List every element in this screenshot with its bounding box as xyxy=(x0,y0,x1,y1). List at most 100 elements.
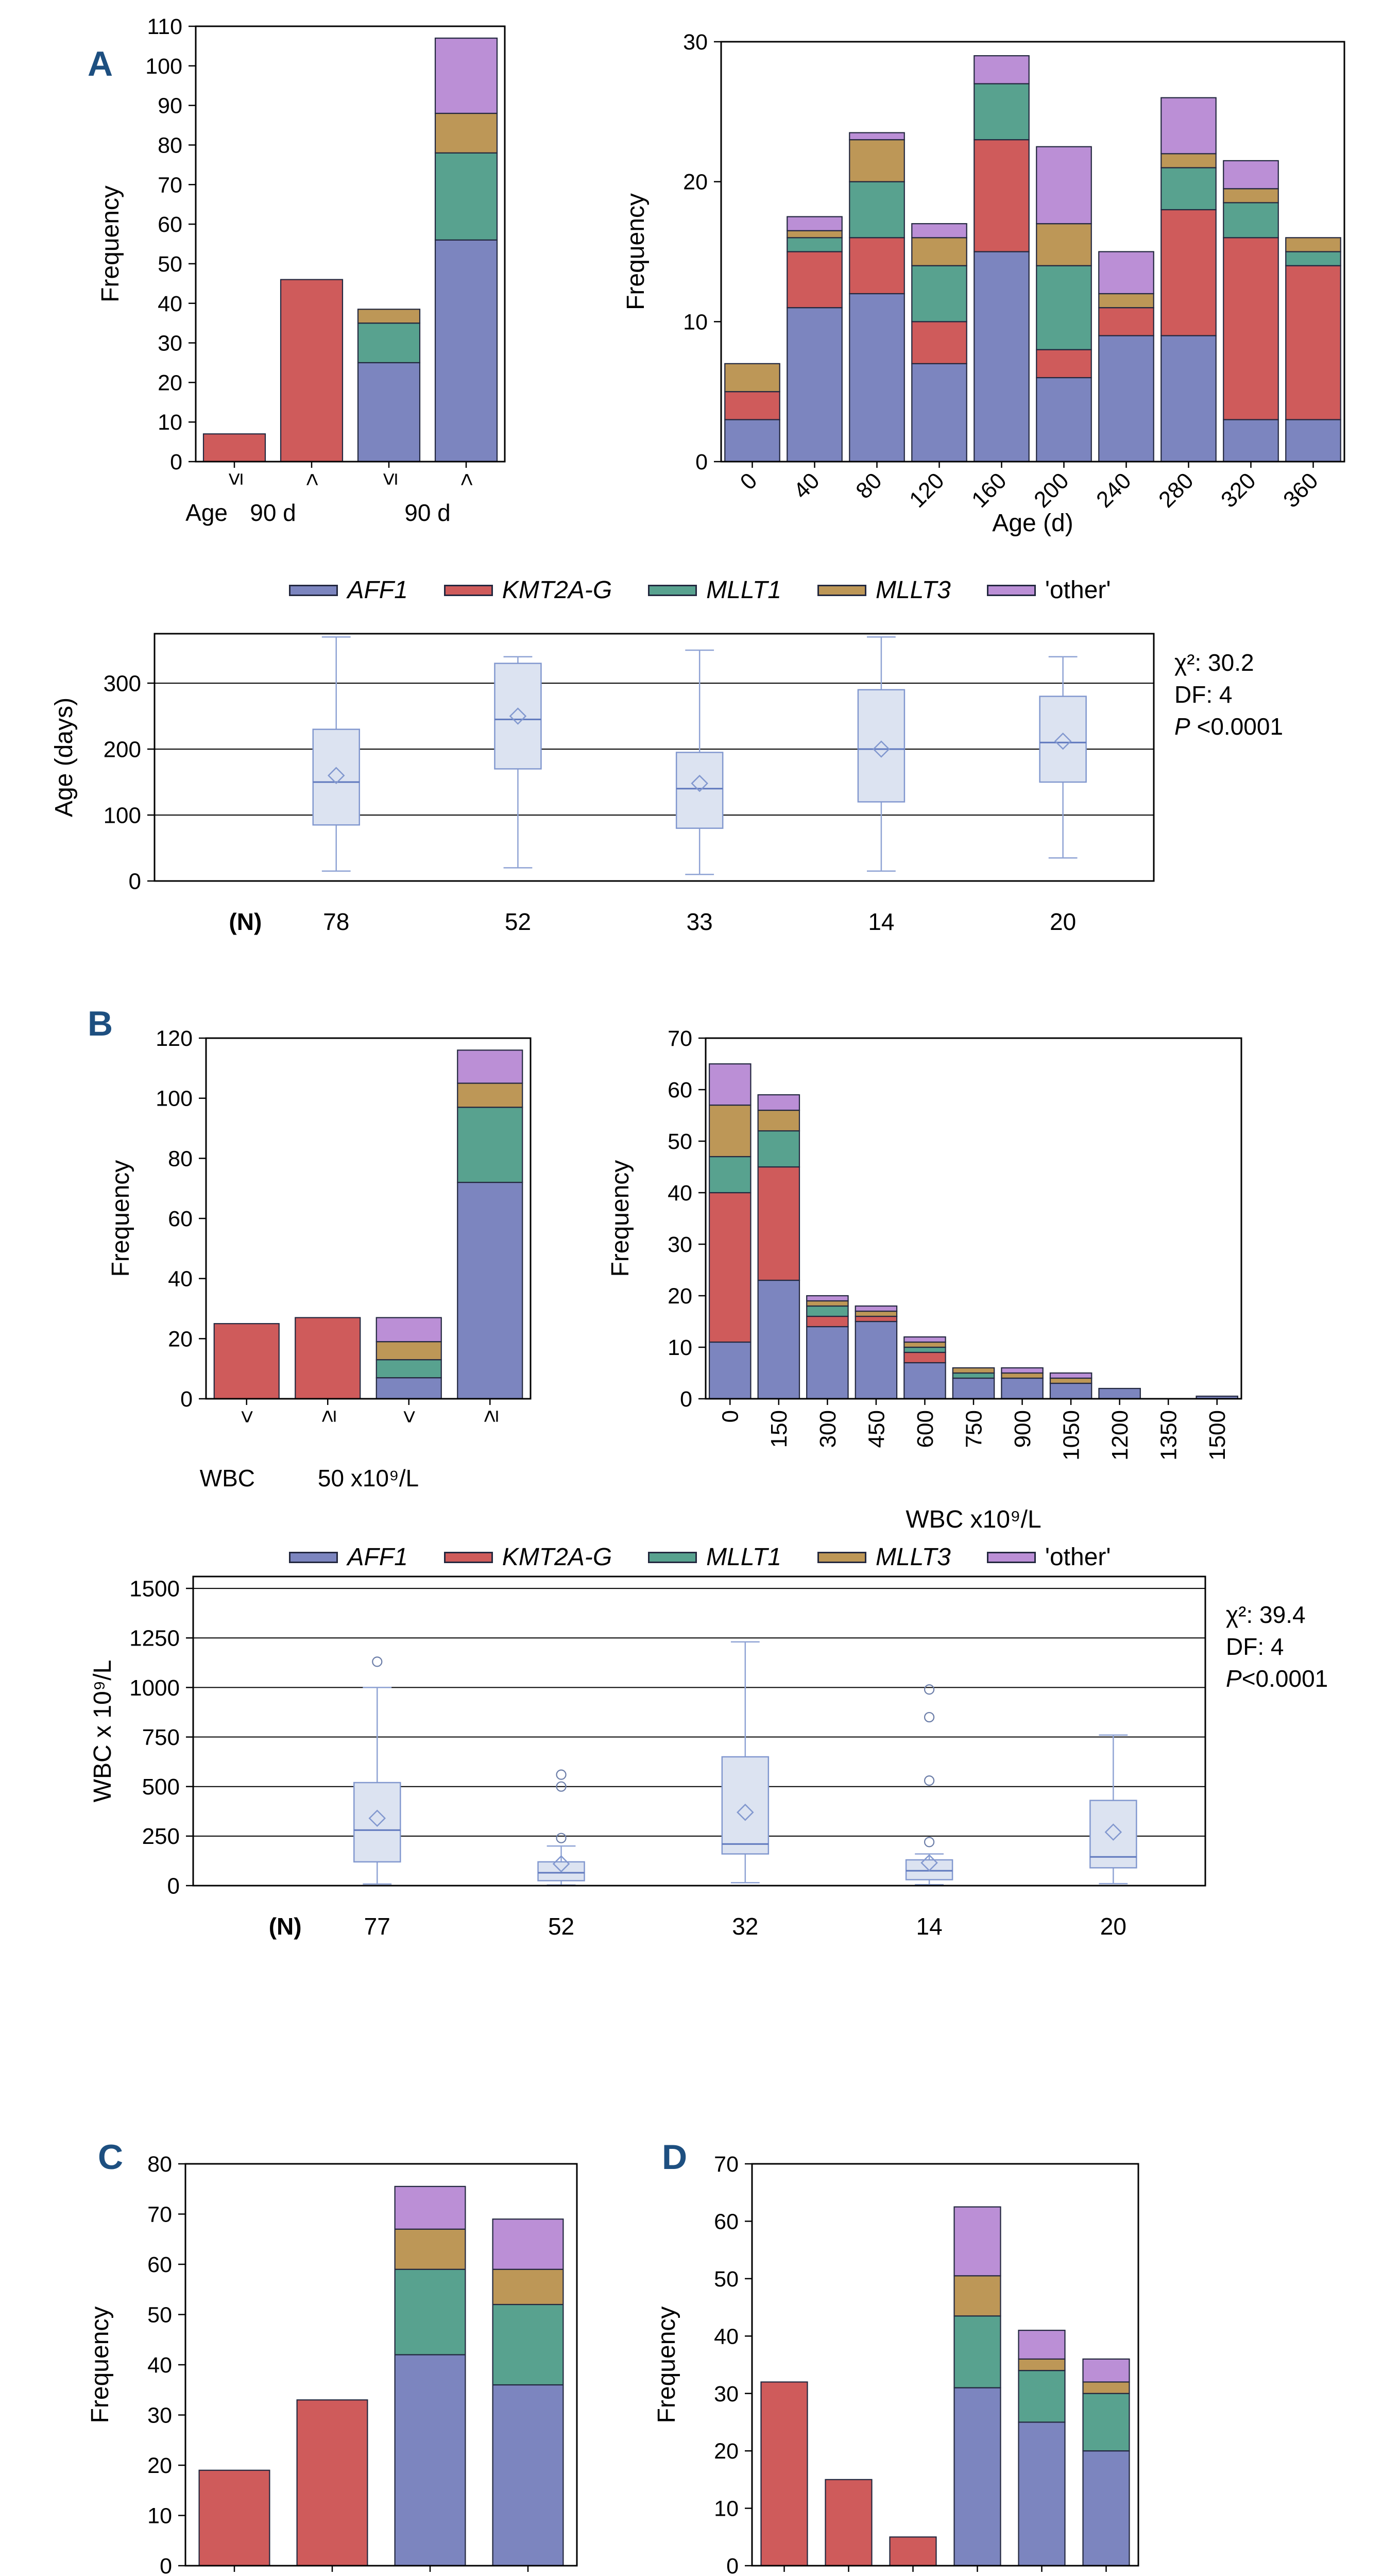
bar-segment xyxy=(708,1341,752,1400)
bar-segment xyxy=(1036,265,1092,350)
y-axis-label: Frequency xyxy=(622,193,650,310)
bar-segment xyxy=(787,216,843,231)
x-tick-label: 900 xyxy=(1010,1410,1035,1448)
y-tick-label: 110 xyxy=(147,14,182,39)
mean-marker xyxy=(737,1803,754,1821)
legend-swatch-MLLT1 xyxy=(648,584,697,596)
bar-segment xyxy=(911,237,967,266)
bar-segment xyxy=(1001,1372,1044,1379)
wbc-group-stacked-bar-chart: 0 20 40 60 80 100 120 < ≥ < ≥ Frequency 50 x10⁹/L WBC xyxy=(107,1026,532,1492)
x-tick-label: 40 xyxy=(789,468,824,503)
bar-segment xyxy=(806,1326,849,1400)
y-tick-label: 40 xyxy=(158,292,182,316)
bar-segment xyxy=(1160,97,1217,155)
y-axis-label: WBC x 10⁹/L xyxy=(89,1660,116,1803)
bar-segment xyxy=(708,1156,752,1194)
legend-item: AFF1 xyxy=(289,1543,408,1571)
bar-segment xyxy=(434,239,498,463)
legend-label: AFF1 xyxy=(347,577,408,604)
bar-segment xyxy=(952,1367,995,1374)
bar-segment xyxy=(757,1166,800,1281)
box xyxy=(857,689,906,803)
plot-frame xyxy=(705,1037,1242,1400)
plot-frame xyxy=(205,1037,532,1400)
outlier-point xyxy=(924,1775,935,1786)
bar-segment xyxy=(1098,307,1154,336)
bar-segment xyxy=(974,251,1030,463)
x-tick-label: 1200 xyxy=(1107,1410,1133,1461)
bar-segment xyxy=(724,419,780,463)
bar-segment xyxy=(202,433,266,463)
box xyxy=(1039,696,1087,783)
bar-segment xyxy=(1036,146,1092,225)
legend-label: 'other' xyxy=(1045,577,1111,604)
y-tick-label: 500 xyxy=(142,1774,180,1800)
n-value: 33 xyxy=(687,908,713,935)
y-axis-label: Frequency xyxy=(107,1160,134,1277)
bar-segment xyxy=(492,2268,564,2306)
bar-segment xyxy=(1098,251,1154,295)
y-tick-label: 1000 xyxy=(129,1675,180,1701)
bar-segment xyxy=(953,2206,1001,2277)
x-tick-label: 240 xyxy=(1091,468,1136,513)
y-tick-label: 80 xyxy=(158,133,182,158)
bar-segment xyxy=(434,152,498,241)
bar-segment xyxy=(787,251,843,309)
plot-frame xyxy=(184,2163,578,2567)
bar-segment xyxy=(855,1305,898,1312)
box xyxy=(353,1782,401,1863)
n-value: 14 xyxy=(868,908,894,935)
bar-segment xyxy=(760,2381,808,2567)
bar-segment xyxy=(1223,160,1279,190)
y-tick-label: 0 xyxy=(160,2554,172,2576)
wbc-histogram-chart: 0 10 20 30 40 50 60 70 0 150 300 450 600 750 900 1050 12… xyxy=(607,1026,1242,1533)
wbc-box-plot: 0 250 500 750 1000 1250 1500 (N) 77 52 32 14 20 WBC x… xyxy=(89,1575,1328,1940)
bar-segment xyxy=(1018,2370,1066,2423)
plot-frame xyxy=(751,2163,1139,2567)
outlier-point xyxy=(372,1656,383,1667)
x-group-label: 50 x10⁹/L xyxy=(318,1465,419,1492)
y-tick-label: 100 xyxy=(145,54,182,79)
bar-segment xyxy=(375,1359,442,1379)
bar-segment xyxy=(903,1362,946,1400)
mean-marker xyxy=(920,1854,938,1872)
bar-segment xyxy=(357,362,421,463)
stats-line: χ²: 39.4 xyxy=(1226,1601,1306,1628)
y-tick-label: 20 xyxy=(158,370,182,395)
outlier-point xyxy=(556,1833,567,1843)
bar-segment xyxy=(1001,1377,1044,1400)
bar-segment xyxy=(492,2303,564,2386)
stats-line: P <0.0001 xyxy=(1174,713,1283,740)
bar-segment xyxy=(1223,202,1279,239)
bar-segment xyxy=(787,230,843,239)
bar-segment xyxy=(375,1317,442,1343)
plot-frame xyxy=(153,633,1155,882)
x-axis-label: WBC x10⁹/L xyxy=(906,1506,1041,1533)
mean-marker xyxy=(1054,732,1072,750)
panel-letter-d: D xyxy=(662,2138,688,2177)
bar-segment xyxy=(1098,335,1154,463)
y-tick-label: 40 xyxy=(147,2353,172,2378)
age-box-plot: 0 100 200 300 (N) 78 52 33 14 20 Age (days) χ²: 30.… xyxy=(50,633,1283,935)
bar-segment xyxy=(849,132,905,141)
bar-segment xyxy=(724,391,780,420)
y-tick-label: 120 xyxy=(156,1026,193,1051)
bar-segment xyxy=(457,1107,523,1183)
bar-segment xyxy=(806,1300,849,1307)
y-tick-label: 50 xyxy=(668,1129,692,1154)
y-tick-label: 0 xyxy=(170,450,182,474)
x-tick-label: ≤ xyxy=(222,473,247,485)
legend-swatch-KMT2A-G xyxy=(443,1551,493,1563)
legend-label: MLLT1 xyxy=(706,577,781,604)
bar-segment xyxy=(1036,223,1092,266)
n-value: 14 xyxy=(916,1913,943,1940)
x-tick-label: 750 xyxy=(961,1410,986,1448)
box xyxy=(312,728,360,826)
outlier-point xyxy=(924,1711,935,1723)
panel-letter-b: B xyxy=(88,1004,113,1043)
bar-segment xyxy=(953,2387,1001,2567)
y-tick-label: 1250 xyxy=(129,1626,180,1651)
x-tick-label: 160 xyxy=(967,468,1012,513)
legend-item: 'other' xyxy=(986,576,1111,604)
